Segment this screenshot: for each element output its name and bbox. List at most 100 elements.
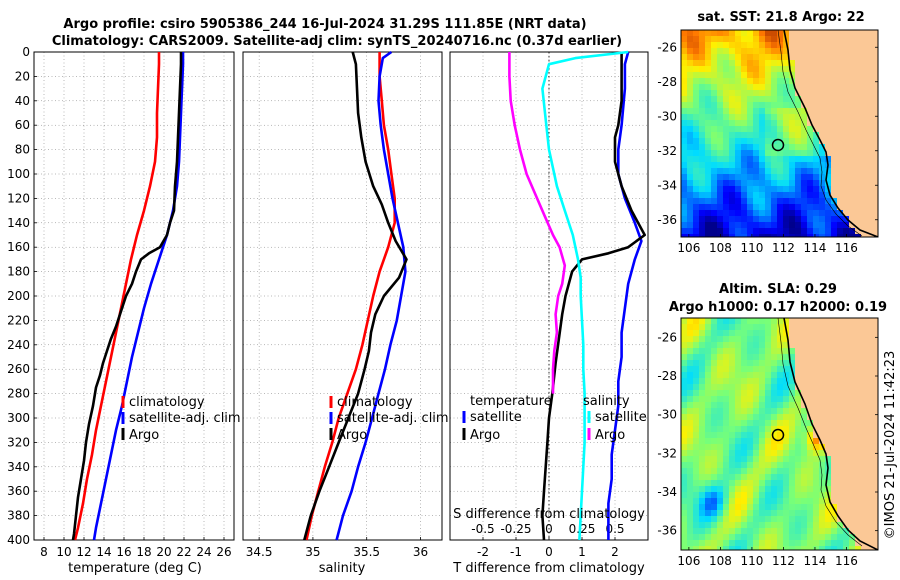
xtick-label: 24 xyxy=(196,545,211,559)
series-line-climatology xyxy=(305,52,397,541)
ytick-label: 260 xyxy=(7,362,30,376)
map-xtick-label: 114 xyxy=(804,241,827,255)
ytick-label: 60 xyxy=(15,118,30,132)
sla-map-panel: Altim. SLA: 0.29 Argo h1000: 0.17 h2000:… xyxy=(657,282,887,568)
top-tick-label: -0.25 xyxy=(500,522,531,536)
xtick-label: 10 xyxy=(56,545,71,559)
xtick-label: 26 xyxy=(216,545,231,559)
salinity-legend: climatology satellite-adj. clim Argo xyxy=(329,395,449,443)
top-tick-label: 0.5 xyxy=(605,522,624,536)
legend-argo: Argo xyxy=(129,428,159,443)
difference-legend: temperature satellite Argo salinity sate… xyxy=(462,394,647,443)
map-xtick-label: 116 xyxy=(835,554,858,568)
ytick-label: 80 xyxy=(15,143,30,157)
xtick-label: 36 xyxy=(413,545,428,559)
sla-map-subtitle: Argo h1000: 0.17 h2000: 0.19 xyxy=(669,300,887,315)
ytick-label: 120 xyxy=(7,191,30,205)
map-xtick-label: 112 xyxy=(772,554,795,568)
legend-t-satellite: satellite xyxy=(470,410,522,425)
ytick-label: 360 xyxy=(7,484,30,498)
xtick-label: 35.5 xyxy=(353,545,380,559)
legend-s-argo: Argo xyxy=(595,428,625,443)
series-line-s-satellite xyxy=(541,50,629,541)
xtick-label: 12 xyxy=(76,545,91,559)
map-ytick-label: -26 xyxy=(657,330,677,344)
legend-salinity-title: salinity xyxy=(583,394,630,409)
title-line2: Climatology: CARS2009. Satellite-adj cli… xyxy=(52,34,622,49)
ytick-label: 200 xyxy=(7,289,30,303)
ytick-label: 280 xyxy=(7,387,30,401)
map-ytick-label: -34 xyxy=(657,178,677,192)
sst-shelf-contour xyxy=(777,30,863,237)
sla-argo-marker xyxy=(771,428,785,442)
series-line-satellite-adj-clim xyxy=(92,52,185,541)
ytick-label: 160 xyxy=(7,240,30,254)
map-ytick-label: -36 xyxy=(657,524,677,538)
xtick-label: 8 xyxy=(40,545,48,559)
ytick-label: 0 xyxy=(22,45,30,59)
series-line-satellite-adj-clim xyxy=(335,50,407,541)
sst-map-panel: sat. SST: 21.8 Argo: 22 106 108 110 112 114 1… xyxy=(657,10,879,255)
legend-s-satellite: satellite xyxy=(595,410,647,425)
xtick-label: 1 xyxy=(578,545,586,559)
map-ytick-label: -30 xyxy=(657,109,677,123)
map-xtick-label: 112 xyxy=(772,241,795,255)
temperature-legend: climatology satellite-adj. clim Argo xyxy=(121,395,241,443)
map-ytick-label: -26 xyxy=(657,40,677,54)
map-xtick-label: 108 xyxy=(709,554,732,568)
salinity-panel: 34.5 35 35.5 36 salinity climatology satell… xyxy=(242,50,449,576)
map-ytick-label: -28 xyxy=(657,369,677,383)
ytick-label: 320 xyxy=(7,435,30,449)
imos-stamp: ©IMOS 21-Jul-2024 11:42:23 xyxy=(883,351,898,540)
xtick-label: 35 xyxy=(305,545,320,559)
ytick-label: 400 xyxy=(7,533,30,547)
map-ytick-label: -36 xyxy=(657,213,677,227)
sla-coastline xyxy=(783,318,878,550)
legend-t-argo: Argo xyxy=(470,428,500,443)
sst-argo-marker xyxy=(771,138,785,152)
map-ytick-label: -34 xyxy=(657,485,677,499)
legend-satellite: satellite-adj. clim xyxy=(129,411,241,426)
sst-map-title: sat. SST: 21.8 Argo: 22 xyxy=(697,10,864,25)
xtick-label: -2 xyxy=(477,545,489,559)
map-xtick-label: 106 xyxy=(677,554,700,568)
ytick-label: 140 xyxy=(7,216,30,230)
xtick-label: 22 xyxy=(176,545,191,559)
xtick-label: 0 xyxy=(545,545,553,559)
series-line-argo xyxy=(303,51,408,541)
legend-temperature-title: temperature xyxy=(470,394,552,409)
series-line-t-satellite xyxy=(607,51,643,540)
map-xtick-label: 110 xyxy=(740,241,763,255)
series-line-climatology xyxy=(73,52,161,541)
map-xtick-label: 116 xyxy=(835,241,858,255)
difference-xlabel: T difference from climatology xyxy=(452,561,645,576)
sla-shelf-contour xyxy=(777,318,863,547)
series-line-t-argo xyxy=(541,52,647,541)
top-tick-label: 0 xyxy=(545,522,553,536)
temperature-panel: 0 20 40 60 80 100 120 140 160 180 200 220 240 260 280 3… xyxy=(7,45,241,576)
series-line-s-argo xyxy=(508,52,567,394)
ytick-label: 20 xyxy=(15,69,30,83)
title-line1: Argo profile: csiro 5905386_244 16-Jul-2… xyxy=(63,17,586,32)
map-xtick-label: 110 xyxy=(740,554,763,568)
temperature-xlabel: temperature (deg C) xyxy=(68,561,202,576)
xtick-label: -1 xyxy=(510,545,522,559)
legend-climatology: climatology xyxy=(337,395,413,410)
ytick-label: 340 xyxy=(7,460,30,474)
map-xtick-label: 114 xyxy=(804,554,827,568)
map-xtick-label: 108 xyxy=(709,241,732,255)
map-xtick-label: 106 xyxy=(677,241,700,255)
series-line-argo xyxy=(71,52,183,541)
ytick-label: 180 xyxy=(7,265,30,279)
xtick-label: 16 xyxy=(116,545,131,559)
map-ytick-label: -28 xyxy=(657,75,677,89)
top-axis-label: S difference from climatology xyxy=(453,507,645,522)
legend-argo: Argo xyxy=(337,428,367,443)
salinity-xlabel: salinity xyxy=(319,561,366,576)
xtick-label: 20 xyxy=(156,545,171,559)
sla-map-title: Altim. SLA: 0.29 xyxy=(719,282,837,297)
ytick-label: 380 xyxy=(7,509,30,523)
map-ytick-label: -30 xyxy=(657,408,677,422)
map-ytick-label: -32 xyxy=(657,446,677,460)
